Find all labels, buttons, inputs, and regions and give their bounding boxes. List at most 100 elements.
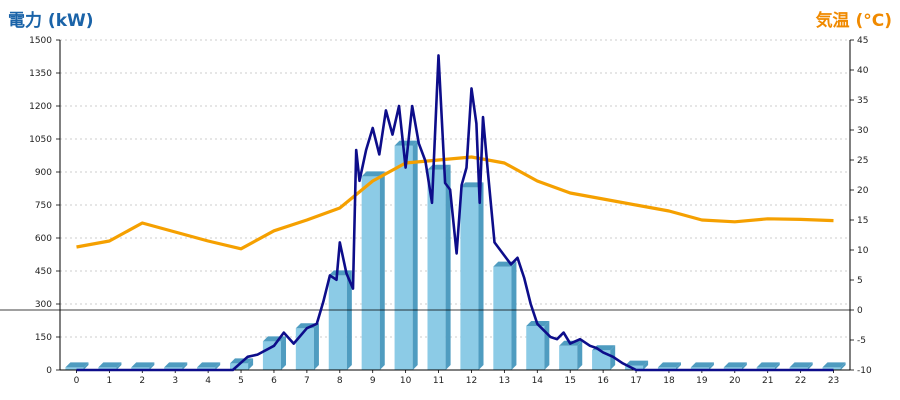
bar-side (281, 336, 287, 370)
bar-top (624, 360, 649, 366)
line-series (76, 54, 834, 372)
right-tick-label: 35 (857, 96, 868, 106)
right-tick-label: 10 (857, 246, 869, 256)
bar-front (789, 367, 808, 370)
x-tick-label: 14 (532, 376, 544, 386)
bar-side (676, 362, 682, 370)
bar-side (116, 362, 122, 370)
bar (559, 340, 583, 370)
bar-side (445, 164, 451, 370)
left-tick-label: 1500 (29, 36, 52, 46)
bar-front (131, 367, 150, 370)
bar-top (789, 362, 813, 368)
bar-front (460, 187, 479, 370)
bar-side (313, 323, 319, 370)
grid-lines (60, 39, 850, 338)
x-tick-label: 1 (107, 376, 113, 386)
bar-side (708, 362, 714, 370)
x-tick-label: 19 (696, 376, 708, 386)
bar-front (427, 169, 446, 370)
bar-top (657, 362, 682, 368)
bar-side (215, 362, 221, 370)
bar (657, 362, 682, 370)
bar (164, 362, 188, 370)
bar-series (65, 140, 846, 370)
bar-top (98, 362, 122, 368)
bar (460, 182, 484, 370)
bar-front (723, 367, 742, 370)
bar-front (526, 326, 545, 370)
right-tick-label: -10 (857, 366, 872, 376)
bar-side (412, 140, 418, 370)
x-tick-label: 12 (466, 376, 477, 386)
bar-front (493, 266, 512, 370)
x-tick-label: 2 (139, 376, 145, 386)
bar-front (756, 367, 775, 370)
temperature-line (76, 155, 834, 251)
bar (295, 323, 319, 370)
bar-side (840, 362, 846, 370)
bar (690, 362, 714, 370)
x-tick-label: 18 (663, 376, 675, 386)
bar (98, 362, 122, 370)
bar-side (511, 261, 517, 370)
right-axis-title: 気温 (°C) (815, 11, 892, 31)
x-tick-label: 16 (597, 376, 609, 386)
bar-front (559, 345, 578, 370)
x-tick-label: 8 (337, 376, 343, 386)
x-tick-label: 10 (400, 376, 412, 386)
x-tick-label: 13 (499, 376, 510, 386)
left-tick-label: 450 (35, 267, 52, 277)
bar-top (197, 362, 221, 368)
bar-top (361, 171, 385, 177)
bar (723, 362, 747, 370)
bar-front (394, 145, 413, 370)
x-tick-label: 3 (172, 376, 178, 386)
bar-front (65, 367, 84, 370)
bar (592, 345, 616, 370)
bar-side (182, 362, 188, 370)
axes (0, 39, 854, 373)
left-tick-label: 0 (46, 366, 52, 376)
right-tick-label: 5 (857, 276, 863, 286)
bar-side (544, 321, 550, 370)
right-tick-label: 40 (857, 66, 869, 76)
x-tick-label: 6 (271, 376, 277, 386)
left-axis-title: 電力 (kW) (8, 11, 94, 31)
right-tick-label: 25 (857, 156, 868, 166)
left-tick-label: 1200 (29, 102, 52, 112)
x-tick-label: 11 (433, 376, 444, 386)
right-tick-label: 0 (857, 306, 863, 316)
bar-top (394, 140, 418, 146)
bar-side (149, 362, 155, 370)
bar-front (690, 367, 709, 370)
bar-side (346, 270, 352, 370)
bar (131, 362, 155, 370)
left-tick-label: 900 (35, 168, 52, 178)
bar (65, 362, 89, 370)
right-tick-label: 20 (857, 186, 869, 196)
bar-side (478, 182, 484, 370)
bar (493, 261, 517, 370)
bar (197, 362, 221, 370)
left-tick-label: 1350 (29, 69, 52, 79)
bar-front (657, 367, 677, 370)
bar-front (361, 176, 380, 370)
bar (394, 140, 418, 370)
bar-top (131, 362, 155, 368)
bar-side (577, 340, 583, 370)
bar-front (164, 367, 183, 370)
bar-front (98, 367, 117, 370)
right-tick-label: 15 (857, 216, 868, 226)
bar-side (774, 362, 780, 370)
x-tick-label: 15 (564, 376, 575, 386)
bar (526, 321, 550, 370)
x-tick-label: 9 (370, 376, 376, 386)
left-tick-label: 150 (35, 333, 52, 343)
bar (262, 336, 287, 370)
bar-front (822, 367, 841, 370)
bar-side (83, 362, 89, 370)
bar-front (229, 363, 249, 370)
left-tick-label: 300 (35, 300, 52, 310)
x-tick-label: 7 (304, 376, 310, 386)
